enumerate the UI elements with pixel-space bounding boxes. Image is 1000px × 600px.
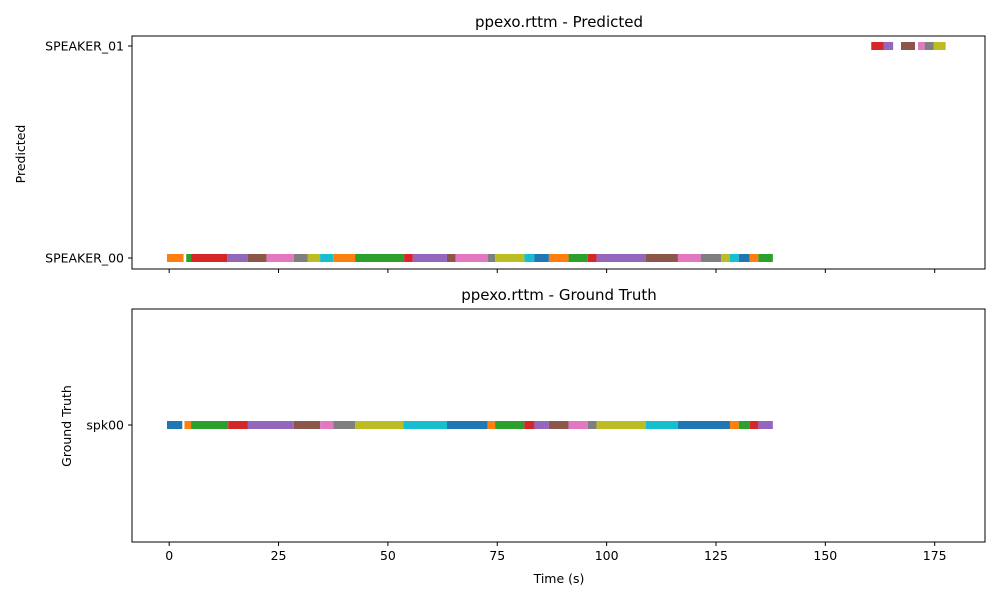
predicted-segment-speaker-00-21 <box>587 254 597 262</box>
ground-truth-x-tick-label: 50 <box>380 548 396 563</box>
ground-truth-segment-spk00-22 <box>738 421 750 429</box>
ground-truth-x-tick-label: 125 <box>704 548 728 563</box>
predicted-segment-speaker-00-15 <box>487 254 496 262</box>
ground-truth-segment-spk00-17 <box>587 421 597 429</box>
predicted-segment-speaker-00-23 <box>645 254 678 262</box>
predicted-segment-speaker-00-11 <box>404 254 413 262</box>
predicted-segment-speaker-00-22 <box>596 254 646 262</box>
predicted-segment-speaker-00-14 <box>455 254 488 262</box>
predicted-segment-speaker-00-4 <box>247 254 267 262</box>
predicted-title: ppexo.rttm - Predicted <box>475 13 643 31</box>
predicted-segment-speaker-00-9 <box>333 254 356 262</box>
predicted-segment-speaker-00-13 <box>446 254 456 262</box>
predicted-segment-speaker-00-5 <box>266 254 294 262</box>
predicted-segment-speaker-00-18 <box>534 254 549 262</box>
ground-truth-x-tick-label: 100 <box>595 548 619 563</box>
predicted-segment-speaker-01-31 <box>871 42 884 50</box>
ground-truth-x-tick-label: 150 <box>813 548 837 563</box>
predicted-segment-speaker-00-29 <box>749 254 759 262</box>
predicted-segment-speaker-00-17 <box>524 254 535 262</box>
ground-truth-plot-frame <box>131 308 986 543</box>
ground-truth-segment-spk00-2 <box>191 421 229 429</box>
ground-truth-segment-spk00-13 <box>524 421 535 429</box>
predicted-segment-speaker-00-25 <box>700 254 722 262</box>
ground-truth-segment-spk00-20 <box>677 421 730 429</box>
predicted-y-tick-label: SPEAKER_00 <box>45 251 124 266</box>
ground-truth-x-tick-label: 0 <box>165 548 173 563</box>
ground-truth-segment-spk00-4 <box>247 421 294 429</box>
ground-truth-segment-spk00-9 <box>403 421 447 429</box>
predicted-segment-speaker-01-33 <box>901 42 916 50</box>
ground-truth-segment-spk00-19 <box>645 421 678 429</box>
predicted-segment-speaker-00-6 <box>293 254 308 262</box>
predicted-segment-speaker-00-30 <box>758 254 773 262</box>
predicted-segment-speaker-00-27 <box>729 254 739 262</box>
predicted-segment-speaker-01-35 <box>924 42 934 50</box>
predicted-segment-speaker-01-34 <box>918 42 925 50</box>
ground-truth-x-tick-label: 175 <box>923 548 947 563</box>
predicted-y-axis-label: Predicted <box>13 125 28 184</box>
ground-truth-x-ticks: 0 25 50 75 100 125 150 175 <box>165 542 947 563</box>
ground-truth-segment-spk00-24 <box>758 421 773 429</box>
predicted-segment-speaker-00-3 <box>227 254 248 262</box>
ground-truth-segment-spk00-16 <box>568 421 588 429</box>
ground-truth-segment-spk00-21 <box>729 421 739 429</box>
predicted-y-tick-label: SPEAKER_01 <box>45 39 124 54</box>
ground-truth-segment-spk00-3 <box>228 421 248 429</box>
predicted-segment-speaker-00-12 <box>412 254 447 262</box>
ground-truth-segment-spk00-15 <box>548 421 569 429</box>
ground-truth-y-tick-label: spk00 <box>86 418 124 433</box>
predicted-segment-speaker-00-0 <box>166 254 184 262</box>
ground-truth-segment-spk00-11 <box>487 421 496 429</box>
ground-truth-segment-spk00-0 <box>166 421 183 429</box>
predicted-segment-speaker-00-19 <box>548 254 569 262</box>
ground-truth-x-tick-label: 25 <box>271 548 287 563</box>
ground-truth-panel: ppexo.rttm - Ground Truth Ground Truth T… <box>59 286 986 586</box>
predicted-y-ticks: SPEAKER_01 SPEAKER_00 <box>45 39 132 266</box>
ground-truth-segment-spk00-5 <box>293 421 321 429</box>
x-axis-label: Time (s) <box>533 571 585 586</box>
predicted-segment-speaker-00-26 <box>721 254 730 262</box>
predicted-segments <box>166 42 946 262</box>
ground-truth-segment-spk00-14 <box>534 421 549 429</box>
predicted-segment-speaker-01-32 <box>883 42 894 50</box>
ground-truth-segment-spk00-12 <box>495 421 525 429</box>
predicted-plot-frame <box>131 35 986 270</box>
ground-truth-segment-spk00-10 <box>446 421 488 429</box>
predicted-panel: ppexo.rttm - Predicted Predicted SPEAKER… <box>13 13 986 273</box>
ground-truth-segment-spk00-23 <box>749 421 759 429</box>
predicted-segment-speaker-01-36 <box>933 42 946 50</box>
ground-truth-segment-spk00-6 <box>320 421 334 429</box>
predicted-segment-speaker-00-2 <box>191 254 228 262</box>
ground-truth-segment-spk00-18 <box>596 421 646 429</box>
predicted-segment-speaker-00-20 <box>568 254 588 262</box>
predicted-segment-speaker-00-28 <box>738 254 750 262</box>
ground-truth-segment-spk00-7 <box>333 421 356 429</box>
predicted-segment-speaker-00-10 <box>355 254 405 262</box>
ground-truth-title: ppexo.rttm - Ground Truth <box>461 286 657 304</box>
ground-truth-segment-spk00-1 <box>184 421 192 429</box>
predicted-segment-speaker-00-1 <box>186 254 192 262</box>
predicted-segment-speaker-00-16 <box>495 254 525 262</box>
predicted-segment-speaker-00-8 <box>320 254 334 262</box>
predicted-segment-speaker-00-24 <box>677 254 701 262</box>
ground-truth-y-axis-label: Ground Truth <box>59 385 74 467</box>
ground-truth-y-ticks: spk00 <box>86 418 132 433</box>
ground-truth-segments <box>166 421 773 429</box>
ground-truth-segment-spk00-8 <box>355 421 404 429</box>
ground-truth-x-tick-label: 75 <box>489 548 505 563</box>
predicted-x-ticks <box>168 269 936 273</box>
predicted-segment-speaker-00-7 <box>307 254 321 262</box>
